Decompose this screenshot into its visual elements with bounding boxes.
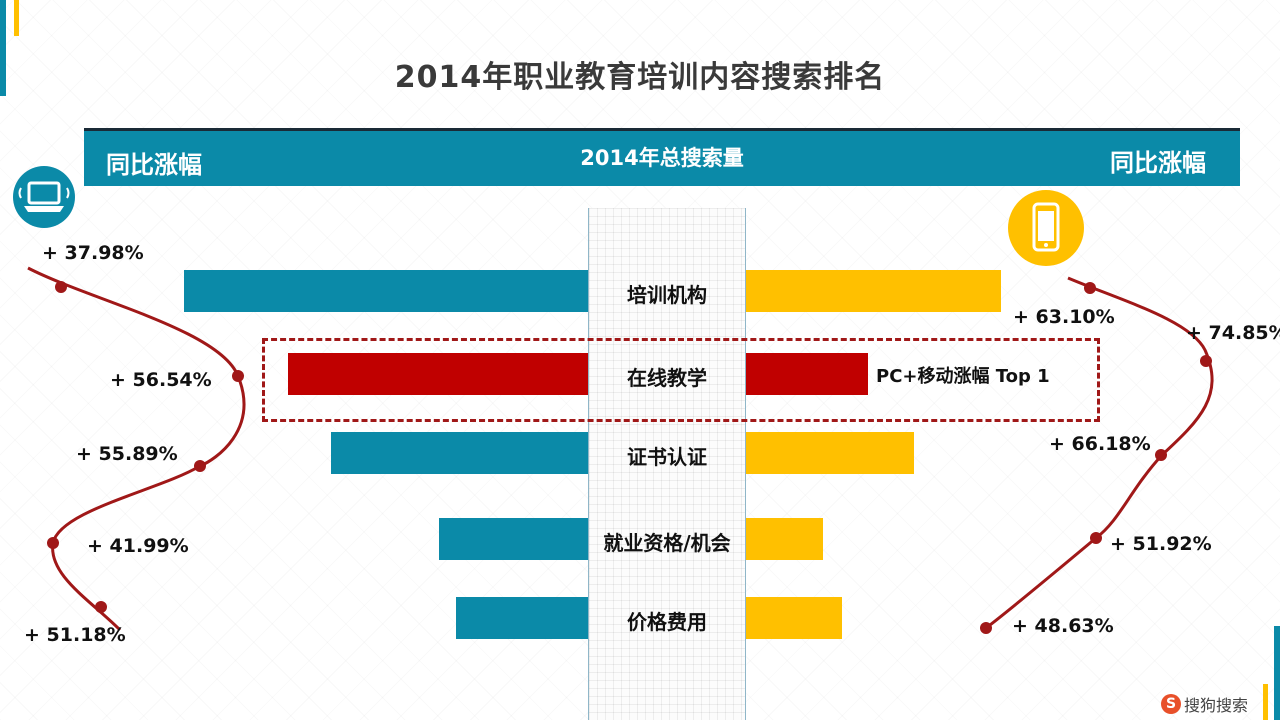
top1-label: PC+移动涨幅 Top 1: [876, 366, 1050, 387]
mobile-bar-3: [746, 518, 823, 560]
pc-bar-4: [456, 597, 588, 639]
mobile-growth-point-2: [1155, 449, 1167, 461]
category-label-2: 证书认证: [627, 445, 707, 469]
pc-bar-2: [331, 432, 588, 474]
pc-bar-1: [288, 353, 588, 395]
mobile-growth-point-3: [1090, 532, 1102, 544]
pc-growth-point-4: [95, 601, 107, 613]
mobile-phone-icon: [1008, 190, 1084, 266]
logo-text: 搜狗搜索: [1183, 696, 1248, 715]
pc-growth-point-0: [55, 281, 67, 293]
pc-growth-label-1: + 56.54%: [110, 369, 212, 391]
mobile-growth-label-3: + 51.92%: [1110, 533, 1212, 555]
pc-growth-label-3: + 41.99%: [87, 535, 189, 557]
corner-accent-teal-top-left: [0, 0, 6, 96]
sogou-logo: S 搜狗搜索: [1160, 692, 1248, 716]
header-right-label: 同比涨幅: [1110, 149, 1206, 177]
sogou-s-icon: S: [1160, 694, 1181, 714]
mobile-bar-2: [746, 432, 914, 474]
header-bar: 同比涨幅 2014年总搜索量 同比涨幅: [84, 128, 1240, 186]
corner-accent-yellow-top-left: [14, 0, 19, 36]
category-label-0: 培训机构: [627, 283, 707, 307]
mobile-bar-0: [746, 270, 1001, 312]
pc-bar-3: [439, 518, 588, 560]
header-left-label: 同比涨幅: [106, 151, 202, 179]
mobile-growth-point-1: [1200, 355, 1212, 367]
chart-title: 2014年职业教育培训内容搜索排名: [394, 60, 886, 95]
pc-growth-label-4: + 51.18%: [24, 624, 126, 646]
laptop-icon: [13, 166, 75, 228]
mobile-bar-1: [746, 353, 868, 395]
corner-accent-teal-bottom-right: [1274, 626, 1280, 720]
mobile-growth-label-4: + 48.63%: [1012, 615, 1114, 637]
pc-growth-point-1: [232, 370, 244, 382]
category-label-4: 价格费用: [627, 610, 707, 634]
category-label-3: 就业资格/机会: [603, 531, 731, 555]
mobile-growth-point-0: [1084, 282, 1096, 294]
mobile-growth-label-2: + 66.18%: [1049, 433, 1151, 455]
top1-highlight-box: [262, 338, 1100, 422]
category-label-1: 在线教学: [627, 366, 707, 390]
pc-growth-label-2: + 55.89%: [76, 443, 178, 465]
corner-accent-yellow-bottom-right: [1263, 684, 1268, 720]
mobile-growth-label-1: + 74.85%: [1186, 322, 1280, 344]
mobile-bar-4: [746, 597, 842, 639]
category-column: [588, 208, 746, 720]
mobile-growth-label-0: + 63.10%: [1013, 306, 1115, 328]
pc-bar-0: [184, 270, 588, 312]
pc-growth-point-3: [47, 537, 59, 549]
pc-growth-label-0: + 37.98%: [42, 242, 144, 264]
mobile-growth-point-4: [980, 622, 992, 634]
pc-growth-point-2: [194, 460, 206, 472]
header-center-label: 2014年总搜索量: [580, 146, 744, 170]
